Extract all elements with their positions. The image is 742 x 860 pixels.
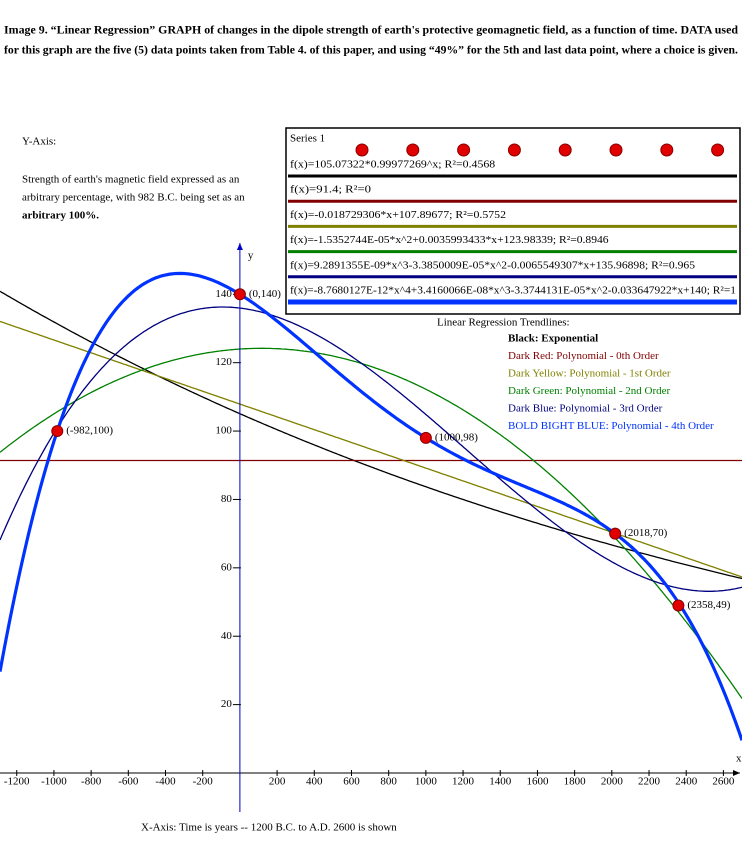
legend-symbol xyxy=(558,143,572,157)
data-point xyxy=(609,527,622,540)
x-tick-label: 1400 xyxy=(489,776,512,788)
x-tick-label: 2200 xyxy=(638,776,661,788)
point-label: (-982,100) xyxy=(66,425,113,437)
legend-equation: f(x)=91.4; R²=0 xyxy=(290,184,372,196)
y-tick-label: 60 xyxy=(221,561,233,573)
trendline xyxy=(0,347,742,699)
legend-equation: f(x)=-1.5352744E-05*x^2+0.0035993433*x+1… xyxy=(290,234,609,246)
x-tick-label: 2400 xyxy=(675,776,698,788)
legend-symbol xyxy=(355,143,369,157)
x-tick-label: -400 xyxy=(155,776,176,788)
x-axis-letter: x xyxy=(736,753,742,765)
point-label: (2358,49) xyxy=(687,599,730,611)
x-tick-label: -800 xyxy=(81,776,102,788)
legend-series-name: Series 1 xyxy=(290,133,325,145)
note-item: Dark Yellow: Polynomial - 1st Order xyxy=(508,368,671,380)
point-label: (1000,98) xyxy=(435,431,478,443)
x-axis-label: X-Axis: Time is years -- 1200 B.C. to A.… xyxy=(141,822,397,834)
data-point xyxy=(233,288,246,301)
legend-symbol xyxy=(507,143,521,157)
x-tick-label: 1200 xyxy=(452,776,475,788)
data-point xyxy=(672,599,685,612)
y-note-line: arbitrary percentage, with 982 B.C. bein… xyxy=(22,192,245,204)
y-tick-label: 20 xyxy=(221,698,233,710)
note-item: Dark Blue: Polynomial - 3rd Order xyxy=(508,403,663,415)
y-note-heading: Y-Axis: xyxy=(22,136,56,148)
x-tick-label: 400 xyxy=(306,776,323,788)
legend-symbol xyxy=(406,143,420,157)
legend-box xyxy=(285,127,741,315)
y-axis-arrow xyxy=(236,243,243,250)
x-tick-label: -200 xyxy=(193,776,214,788)
x-axis-arrow xyxy=(733,770,740,776)
legend-symbol xyxy=(660,143,674,157)
title-line: for this graph are the five (5) data poi… xyxy=(4,45,738,57)
x-tick-label: -600 xyxy=(118,776,139,788)
legend-equation: f(x)=-0.018729306*x+107.89677; R²=0.5752 xyxy=(290,209,506,221)
y-tick-label: 80 xyxy=(221,493,233,505)
y-tick-label: 100 xyxy=(215,425,232,437)
point-label: (2018,70) xyxy=(624,527,667,539)
y-note-line: arbitrary 100%. xyxy=(22,210,99,222)
y-tick-label: 40 xyxy=(221,630,233,642)
x-tick-label: 1000 xyxy=(415,776,438,788)
point-label: (0,140) xyxy=(249,288,281,300)
data-point xyxy=(419,431,432,444)
legend-equation: f(x)=9.2891355E-09*x^3-3.3850009E-05*x^2… xyxy=(290,259,696,271)
trendline xyxy=(0,306,742,592)
x-tick-label: 600 xyxy=(343,776,360,788)
x-tick-label: -1000 xyxy=(41,776,67,788)
trendline xyxy=(0,271,742,741)
y-tick-label: 120 xyxy=(215,356,232,368)
x-tick-label: 1600 xyxy=(526,776,549,788)
notes-heading: Linear Regression Trendlines: xyxy=(437,317,570,329)
legend-equation: f(x)=105.07322*0.99977269^x; R²=0.4568 xyxy=(290,159,496,171)
x-tick-label: 800 xyxy=(380,776,397,788)
trendline xyxy=(0,290,742,580)
data-point xyxy=(51,425,64,438)
note-item: Dark Green: Polynomial - 2nd Order xyxy=(508,385,671,397)
note-item: BOLD BIGHT BLUE: Polynomial - 4th Order xyxy=(508,420,714,432)
trendlines xyxy=(0,271,742,741)
y-tick-label: 140 xyxy=(215,288,232,300)
x-tick-label: -1200 xyxy=(4,776,30,788)
y-axis-letter: y xyxy=(248,250,254,262)
note-item: Black: Exponential xyxy=(508,333,598,345)
x-tick-label: 2000 xyxy=(601,776,624,788)
legend-symbol xyxy=(711,143,725,157)
legend-equation: f(x)=-8.7680127E-12*x^4+3.4160066E-08*x^… xyxy=(290,285,736,297)
title-line: Image 9. “Linear Regression” GRAPH of ch… xyxy=(4,25,739,37)
y-note-line: Strength of earth's magnetic field expre… xyxy=(22,174,240,186)
legend-symbol xyxy=(457,143,471,157)
x-tick-label: 200 xyxy=(269,776,286,788)
legend-symbol xyxy=(609,143,623,157)
x-tick-label: 2600 xyxy=(712,776,735,788)
x-tick-label: 1800 xyxy=(564,776,587,788)
note-item: Dark Red: Polynomial - 0th Order xyxy=(508,350,659,362)
